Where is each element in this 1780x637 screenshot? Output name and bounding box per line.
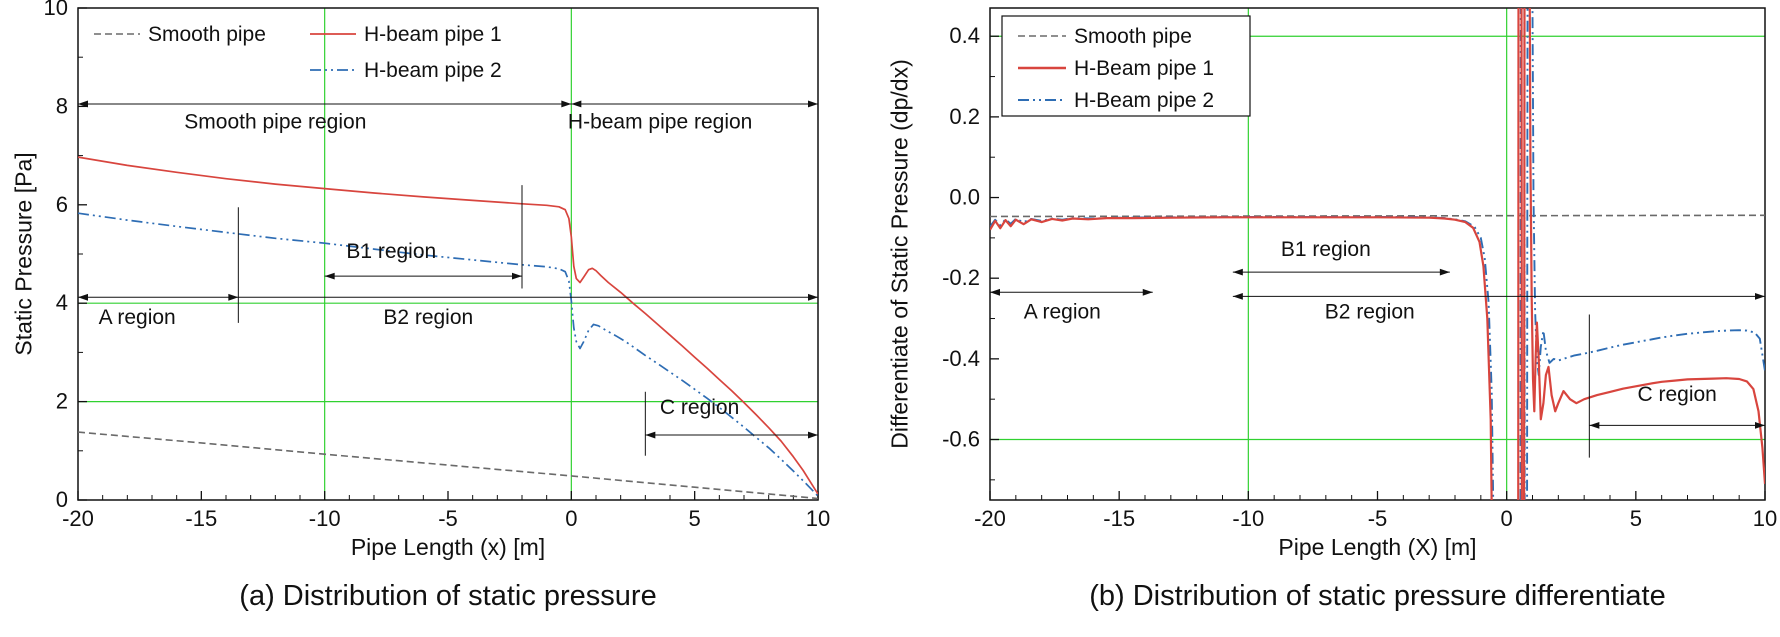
- series-smooth: [990, 214, 1765, 218]
- svg-text:0.4: 0.4: [949, 23, 980, 48]
- svg-text:4: 4: [56, 290, 68, 315]
- chart-a-x-axis-title: Pipe Length (x) [m]: [350, 534, 546, 560]
- svg-text:Smooth pipe region: Smooth pipe region: [184, 111, 366, 134]
- series-h1: [990, 8, 1765, 500]
- svg-text:2: 2: [56, 389, 68, 414]
- svg-text:-5: -5: [438, 506, 458, 531]
- svg-text:A region: A region: [99, 306, 176, 329]
- tick-labels: -20 -15 -10 -5 0 5 10 0 2 4 6 8 10: [44, 0, 831, 531]
- series-smooth: [78, 431, 818, 500]
- svg-text:-0.4: -0.4: [942, 346, 980, 371]
- axis-ticks: [77, 7, 819, 501]
- svg-text:-15: -15: [1103, 506, 1135, 531]
- chart-b-x-axis-title: Pipe Length (X) [m]: [1278, 534, 1477, 560]
- svg-text:0: 0: [1501, 506, 1513, 531]
- chart-b-caption: (b) Distribution of static pressure diff…: [1089, 580, 1666, 612]
- svg-text:B2 region: B2 region: [383, 306, 473, 329]
- svg-text:-10: -10: [309, 506, 341, 531]
- chart-a-caption: (a) Distribution of static pressure: [239, 580, 657, 612]
- svg-text:-0.2: -0.2: [942, 265, 980, 290]
- svg-text:-0.6: -0.6: [942, 427, 980, 452]
- svg-text:0: 0: [565, 506, 577, 531]
- panel-b: -20 -15 -10 -5 0 5 10 0.4 0.2 0.0 -0.2 -0.4 -0.6 A re…: [860, 0, 1780, 637]
- chart-b-canvas: -20 -15 -10 -5 0 5 10 0.4 0.2 0.0 -0.2 -0.4 -0.6 A re…: [942, 7, 1777, 531]
- svg-text:-20: -20: [62, 506, 94, 531]
- svg-text:10: 10: [806, 506, 830, 531]
- svg-text:10: 10: [1753, 506, 1777, 531]
- svg-text:6: 6: [56, 192, 68, 217]
- svg-text:B1 region: B1 region: [346, 240, 436, 263]
- svg-text:5: 5: [689, 506, 701, 531]
- legend-label-h1: H-beam pipe 1: [364, 23, 502, 46]
- svg-text:C region: C region: [660, 396, 739, 419]
- legend: Smooth pipe H-Beam pipe 1 H-Beam pipe 2: [1001, 15, 1251, 117]
- legend-label-h2: H-beam pipe 2: [364, 59, 502, 82]
- series-group: [990, 8, 1765, 500]
- annotations: Smooth pipe region H-beam pipe region A re…: [78, 100, 818, 456]
- svg-text:A region: A region: [1024, 301, 1101, 324]
- chart-a-y-axis-title: Static Pressure [Pa]: [10, 152, 37, 356]
- svg-text:B1 region: B1 region: [1281, 238, 1371, 261]
- svg-text:-10: -10: [1232, 506, 1264, 531]
- legend-label-h1: H-Beam pipe 1: [1074, 57, 1214, 80]
- series-h1: [78, 156, 818, 495]
- tick-labels: -20 -15 -10 -5 0 5 10 0.4 0.2 0.0 -0.2 -0.4 -0.6: [942, 23, 1777, 531]
- series-group: [78, 156, 818, 500]
- series-h2: [78, 212, 818, 497]
- axis-ticks: [989, 35, 1766, 500]
- svg-text:-15: -15: [185, 506, 217, 531]
- annotations: A region B1 region B2 region C region: [990, 238, 1765, 458]
- svg-text:0.0: 0.0: [949, 185, 980, 210]
- legend-box: [1001, 15, 1251, 117]
- chart-b-y-axis-title: Differentiate of Static Pressure (dp/dx): [886, 59, 913, 449]
- svg-text:5: 5: [1630, 506, 1642, 531]
- legend-label-smooth: Smooth pipe: [1074, 25, 1192, 48]
- svg-text:0: 0: [56, 487, 68, 512]
- svg-text:-20: -20: [974, 506, 1006, 531]
- chart-a-canvas: -20 -15 -10 -5 0 5 10 0 2 4 6 8 10 Smooth pipe region…: [44, 0, 831, 531]
- svg-text:C region: C region: [1637, 383, 1716, 406]
- svg-text:10: 10: [44, 0, 68, 20]
- gridlines: [78, 8, 818, 500]
- svg-text:H-beam pipe region: H-beam pipe region: [568, 111, 752, 134]
- legend: Smooth pipe H-beam pipe 1 H-beam pipe 2: [94, 23, 502, 82]
- svg-text:0.2: 0.2: [949, 104, 980, 129]
- legend-label-smooth: Smooth pipe: [148, 23, 266, 46]
- svg-text:8: 8: [56, 93, 68, 118]
- svg-text:B2 region: B2 region: [1325, 301, 1415, 324]
- legend-label-h2: H-Beam pipe 2: [1074, 89, 1214, 112]
- svg-text:-5: -5: [1368, 506, 1388, 531]
- panel-a: -20 -15 -10 -5 0 5 10 0 2 4 6 8 10 Smooth pipe region…: [0, 0, 860, 637]
